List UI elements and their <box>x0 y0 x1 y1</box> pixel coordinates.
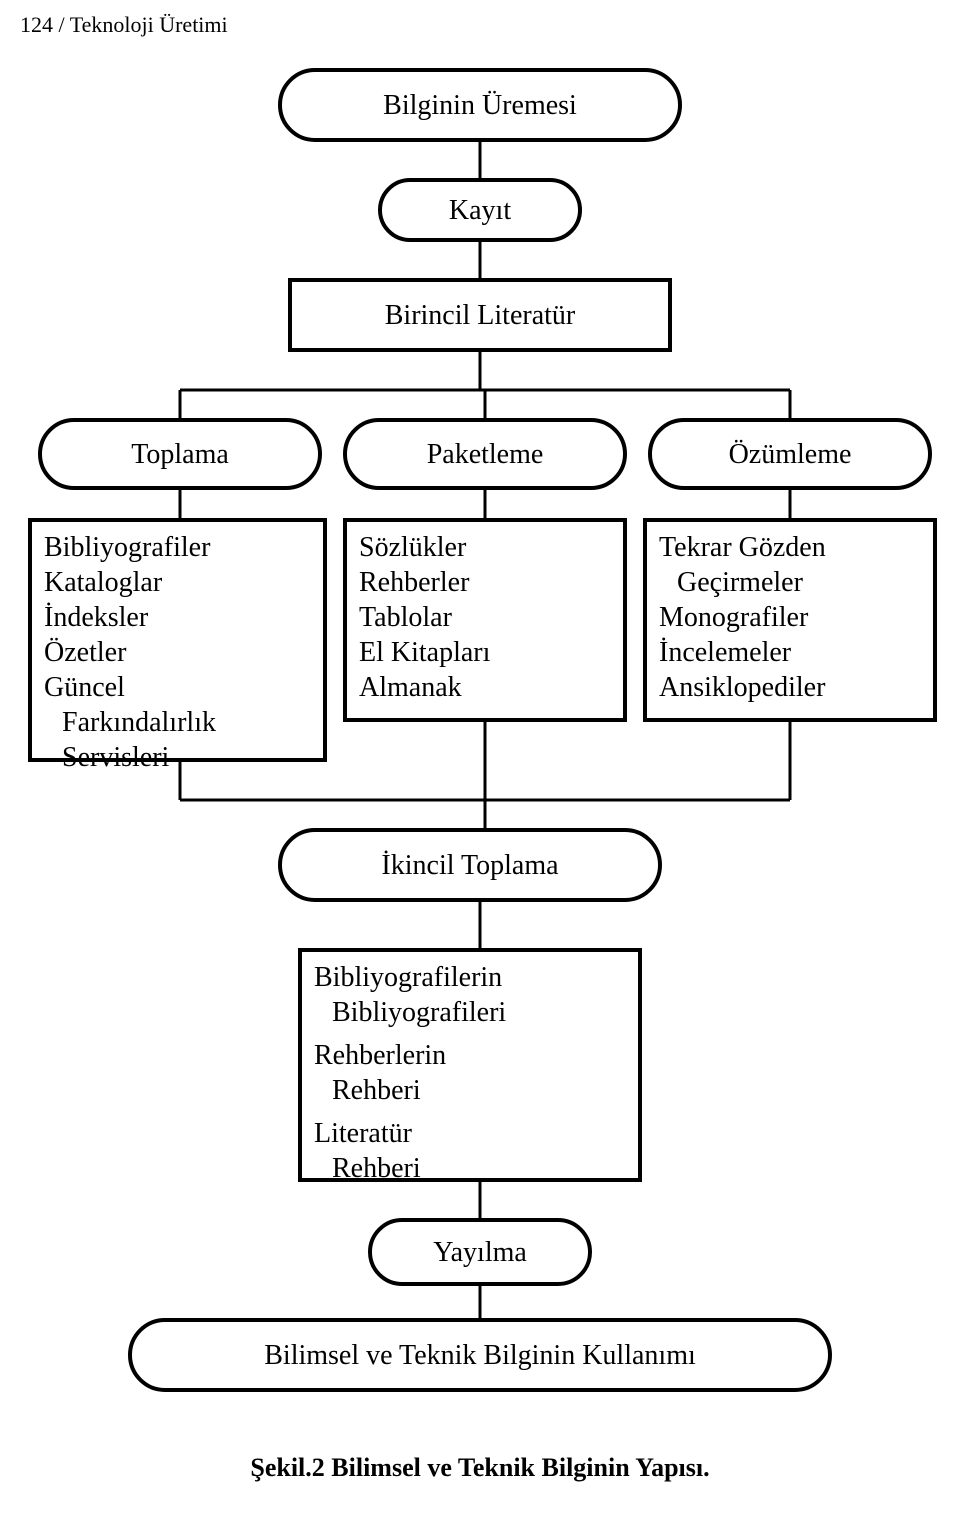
node-label-n13: Bilimsel ve Teknik Bilginin Kullanımı <box>130 1320 830 1390</box>
node-label-n8: SözlüklerRehberlerTablolarEl KitaplarıAl… <box>359 530 619 705</box>
node-label-n5: Paketleme <box>345 420 625 488</box>
node-label-n3: Birincil Literatür <box>290 280 670 350</box>
node-label-n4: Toplama <box>40 420 320 488</box>
node-label-n2: Kayıt <box>380 180 580 240</box>
node-label-n12: Yayılma <box>370 1220 590 1284</box>
node-label-n7: BibliyografilerKataloglarİndekslerÖzetle… <box>44 530 319 775</box>
figure-caption: Şekil.2 Bilimsel ve Teknik Bilginin Yapı… <box>0 1453 960 1483</box>
node-label-n9: Tekrar GözdenGeçirmelerMonografilerİncel… <box>659 530 929 705</box>
node-label-n6: Özümleme <box>650 420 930 488</box>
node-label-n1: Bilginin Üremesi <box>280 70 680 140</box>
node-label-n10: İkincil Toplama <box>280 830 660 900</box>
node-label-n11: BibliyografilerinBibliyografileriRehberl… <box>314 960 634 1186</box>
